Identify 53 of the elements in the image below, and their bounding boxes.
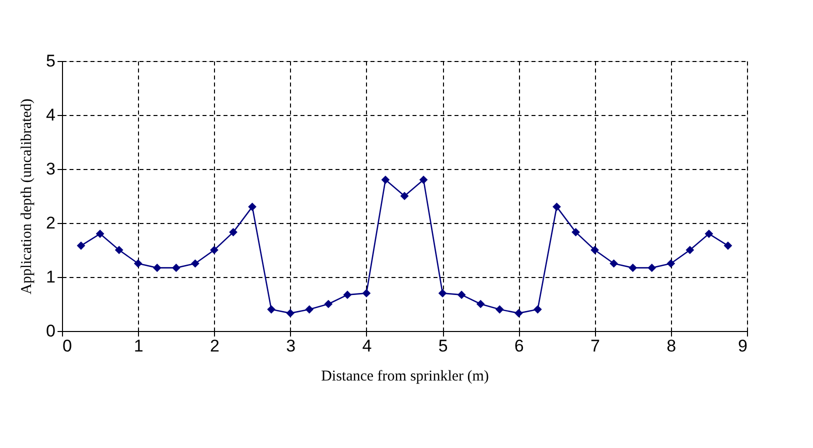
y-tick-label: 4	[46, 106, 56, 124]
point	[628, 264, 638, 272]
y-tick-label: 3	[46, 160, 56, 178]
point	[419, 176, 428, 184]
point	[381, 176, 390, 184]
point	[191, 259, 200, 268]
point	[305, 305, 314, 314]
y-axis-title: Application depth (uncalibrated)	[19, 98, 36, 294]
x-axis-title: Distance from sprinkler (m)	[321, 368, 489, 384]
x-tick-label: 6	[514, 336, 524, 356]
point	[534, 305, 542, 314]
x-tick-label: 4	[362, 336, 372, 356]
point	[134, 259, 142, 268]
point	[438, 289, 447, 298]
x-tick-label: 3	[286, 336, 296, 356]
x-tick-label: 7	[590, 336, 600, 356]
y-tick-label: 5	[46, 52, 56, 70]
point	[552, 202, 561, 211]
point	[152, 264, 162, 272]
point	[610, 259, 618, 268]
point	[686, 246, 694, 254]
point	[400, 192, 409, 200]
point	[724, 241, 732, 250]
point	[648, 264, 656, 272]
point	[590, 246, 599, 254]
point	[267, 305, 276, 314]
point	[172, 264, 180, 272]
point	[343, 290, 352, 300]
point	[210, 246, 218, 254]
point	[476, 300, 485, 308]
point	[362, 289, 371, 298]
point	[76, 241, 86, 250]
x-tick-label: 2	[210, 336, 220, 356]
point	[96, 230, 104, 238]
x-tick-label: 8	[666, 336, 676, 356]
point	[248, 202, 256, 211]
x-tick-label: 1	[134, 336, 144, 356]
x-tick-label: 9	[738, 336, 748, 356]
point	[114, 246, 124, 254]
y-tick-label: 0	[46, 322, 56, 340]
y-tick-label: 2	[46, 214, 56, 232]
y-tick-label: 1	[46, 268, 56, 286]
point	[704, 230, 714, 238]
point	[229, 228, 238, 236]
point	[495, 305, 504, 314]
point	[286, 308, 295, 318]
x-tick-label: 0	[62, 336, 72, 356]
point	[457, 290, 466, 300]
x-tick-label: 5	[438, 336, 448, 356]
point	[666, 259, 676, 268]
point	[324, 300, 333, 308]
point	[572, 228, 580, 236]
point	[514, 308, 523, 318]
